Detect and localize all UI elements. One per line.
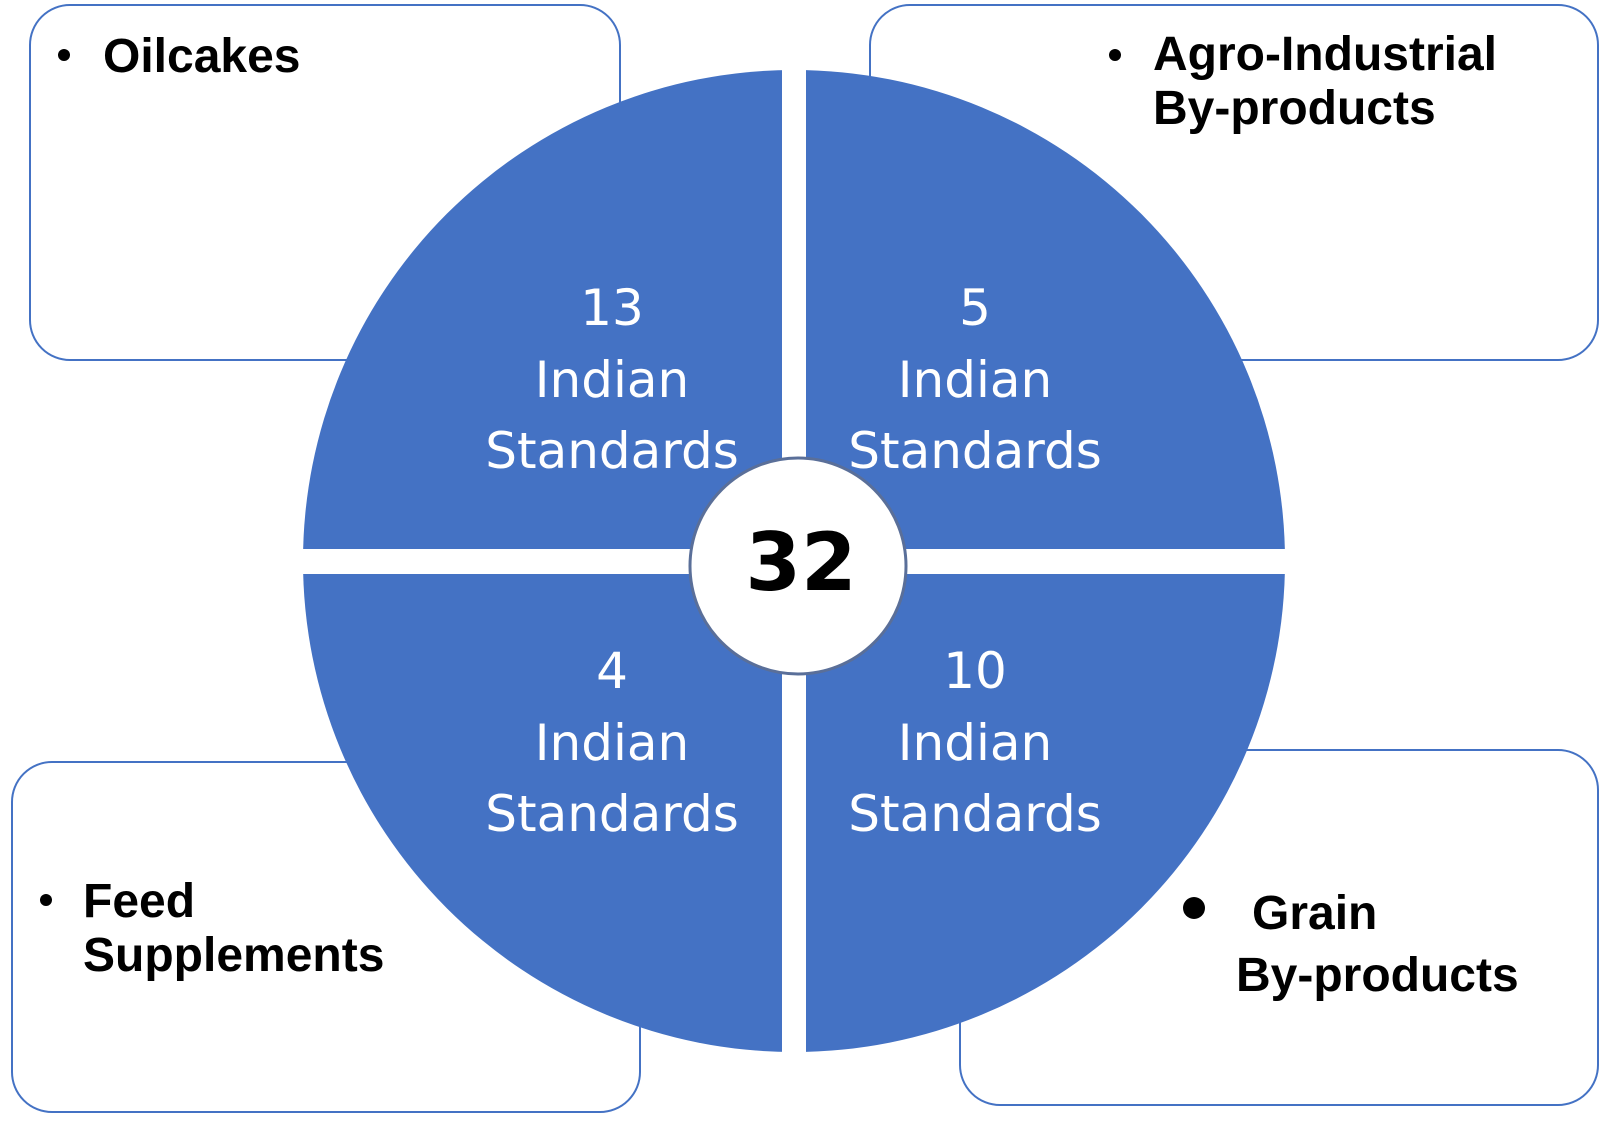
unit-line: Standards — [485, 785, 739, 843]
unit-line: Standards — [848, 422, 1102, 480]
bullet — [58, 49, 70, 61]
category-label: By-products — [1236, 949, 1519, 1002]
count: 5 — [959, 279, 991, 337]
bullet — [1109, 49, 1121, 61]
bullet — [40, 894, 52, 906]
count: 10 — [943, 642, 1007, 700]
unit-line: Indian — [898, 351, 1052, 409]
category-label: Oilcakes — [103, 30, 300, 83]
total: 32 — [745, 516, 856, 609]
center-circle — [688, 456, 908, 676]
category-label: Agro-Industrial — [1153, 28, 1497, 81]
unit-line: Indian — [535, 714, 689, 772]
category-label: Grain — [1252, 887, 1377, 940]
unit-line: Standards — [848, 785, 1102, 843]
count: 4 — [596, 642, 628, 700]
category-label: Supplements — [83, 929, 384, 982]
unit-line: Indian — [535, 351, 689, 409]
bullet — [1183, 897, 1205, 919]
unit-line: Standards — [485, 422, 739, 480]
category-label: Feed — [83, 875, 195, 928]
category-label: By-products — [1153, 82, 1436, 135]
unit-line: Indian — [898, 714, 1052, 772]
count: 13 — [580, 279, 644, 337]
